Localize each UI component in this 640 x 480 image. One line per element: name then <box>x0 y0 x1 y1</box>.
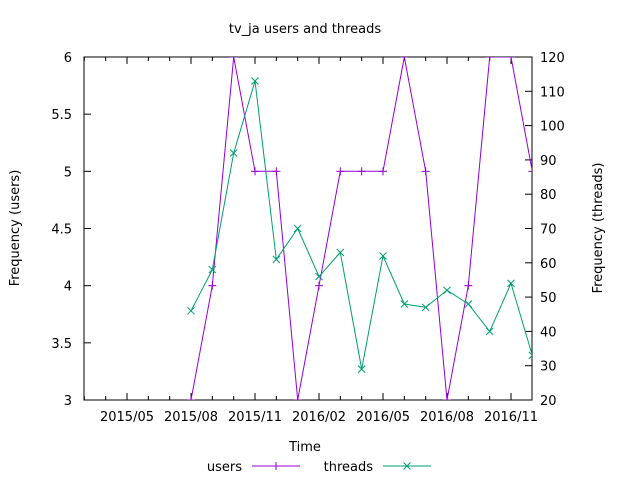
marker-d2 <box>251 77 259 85</box>
data-point-threads <box>464 300 473 308</box>
y2-tick-label: 110 <box>540 85 565 100</box>
data-point-users <box>336 167 345 176</box>
x-tick-label: 2015/05 <box>100 410 154 425</box>
y-tick-label: 5.5 <box>51 108 72 123</box>
marker-d2 <box>400 300 409 308</box>
y2-tick-label: 80 <box>540 188 557 203</box>
x-tick-label: 2016/11 <box>484 410 538 425</box>
data-point-threads <box>229 149 238 157</box>
data-point-threads <box>485 327 494 336</box>
data-point-threads <box>507 279 515 288</box>
data-point-users <box>251 167 259 176</box>
plot-border <box>83 56 533 401</box>
marker-d2 <box>464 300 473 308</box>
data-point-threads <box>400 300 409 308</box>
data-point-threads <box>421 303 430 312</box>
marker-d2 <box>336 248 345 257</box>
plot-area: 3 3.5 4 4.5 5 5.5 6 20 30 40 50 60 70 80 90 100 110 120 20… <box>51 51 565 425</box>
data-point-users <box>208 281 217 290</box>
data-point-threads <box>357 365 366 373</box>
marker-d2 <box>208 265 217 274</box>
y-tick-label: 5 <box>64 165 72 180</box>
data-point-users <box>400 57 409 61</box>
data-point-threads <box>379 252 387 260</box>
data-point-users <box>272 462 280 470</box>
data-point-threads <box>403 462 411 470</box>
data-point-users <box>507 57 515 61</box>
marker-d2 <box>528 355 532 360</box>
y2-tick-label: 60 <box>540 257 557 272</box>
data-point-threads <box>443 286 451 295</box>
y-tick-label: 6 <box>64 51 72 66</box>
y2-tick-label: 100 <box>540 120 565 135</box>
data-point-users <box>293 396 302 400</box>
legend: users threads <box>207 460 431 475</box>
data-point-threads <box>208 265 217 274</box>
x-tick-label: 2016/08 <box>420 410 474 425</box>
legend-label-users: users <box>207 460 242 475</box>
marker-d2 <box>315 272 323 281</box>
data-point-users <box>421 167 430 176</box>
data-point-users <box>315 281 323 290</box>
y-tick-label: 3 <box>64 394 72 409</box>
data-point-threads <box>528 351 532 360</box>
data-point-users <box>187 396 195 400</box>
marker-d2 <box>272 255 281 264</box>
y2-tick-label: 120 <box>540 51 565 66</box>
marker-d2 <box>229 149 238 157</box>
y2-tick-label: 70 <box>540 223 557 238</box>
marker-d2 <box>443 286 451 295</box>
data-point-threads <box>251 77 259 85</box>
data-point-users <box>443 396 451 400</box>
x-tick-label: 2015/08 <box>164 410 218 425</box>
data-point-users <box>528 167 532 176</box>
x-axis-label: Time <box>288 440 321 455</box>
legend-label-threads: threads <box>324 460 374 475</box>
series-threads <box>187 77 532 373</box>
data-point-threads <box>293 224 302 233</box>
marker-d2 <box>379 252 387 260</box>
y2-tick-label: 30 <box>540 360 557 375</box>
data-point-users <box>229 57 238 61</box>
data-point-threads <box>272 255 281 264</box>
y2-tick-label: 20 <box>540 394 557 409</box>
series-line-users <box>190 57 532 400</box>
y-tick-label: 3.5 <box>51 337 72 352</box>
marker-d2 <box>507 279 515 288</box>
marker-d1 <box>528 351 532 356</box>
data-point-users <box>485 57 494 61</box>
marker-d2 <box>485 327 494 336</box>
data-point-threads <box>187 306 195 315</box>
data-point-users <box>379 167 387 176</box>
chart-title: tv_ja users and threads <box>229 22 381 37</box>
marker-d2 <box>421 303 430 312</box>
x-tick-label: 2015/11 <box>228 410 282 425</box>
series-users <box>187 57 532 400</box>
x-tick-label: 2016/05 <box>356 410 410 425</box>
marker-d2 <box>357 365 366 373</box>
data-point-users <box>357 167 366 176</box>
marker-d2 <box>293 224 302 233</box>
x-tick-label: 2016/02 <box>292 410 346 425</box>
marker-d2 <box>187 306 195 315</box>
y2-tick-label: 40 <box>540 325 557 340</box>
y2-tick-label: 50 <box>540 291 557 306</box>
data-point-users <box>464 281 473 290</box>
data-point-threads <box>315 272 323 281</box>
series-line-threads <box>190 80 532 370</box>
marker-d2 <box>403 462 411 470</box>
y-axis-label: Frequency (users) <box>8 170 23 287</box>
y2-axis-label: Frequency (threads) <box>591 163 606 294</box>
y2-tick-label: 90 <box>540 154 557 169</box>
data-point-users <box>272 167 281 176</box>
data-point-threads <box>336 248 345 257</box>
y-tick-label: 4 <box>64 280 72 295</box>
y-tick-label: 4.5 <box>51 223 72 238</box>
